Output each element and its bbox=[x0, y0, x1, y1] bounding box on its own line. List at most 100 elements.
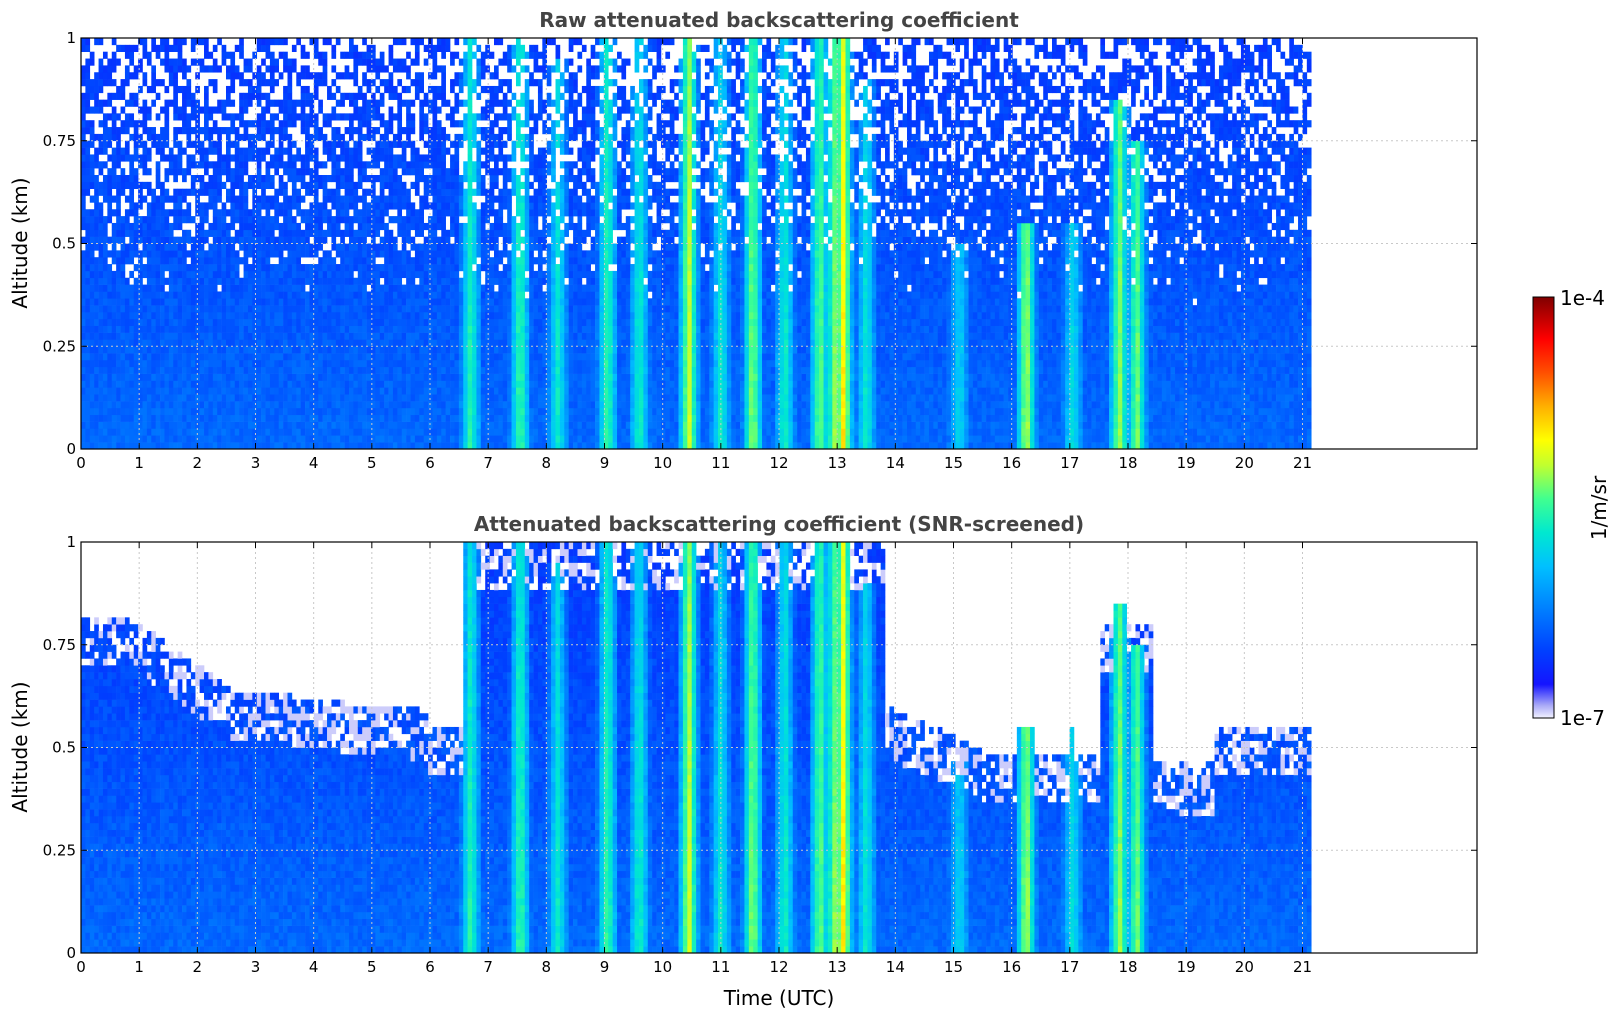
heatmap-cell bbox=[204, 229, 209, 237]
heatmap-cell bbox=[362, 216, 367, 224]
heatmap-cell bbox=[168, 284, 174, 292]
heatmap-cell bbox=[98, 264, 104, 272]
heatmap-cell bbox=[327, 250, 332, 258]
heatmap-cell bbox=[392, 161, 398, 169]
heatmap-cell bbox=[89, 229, 95, 237]
heatmap-cell bbox=[498, 113, 504, 121]
heatmap-cell bbox=[107, 250, 113, 258]
heatmap-cell bbox=[243, 407, 249, 416]
heatmap-cell bbox=[489, 291, 495, 299]
heatmap-cell bbox=[278, 222, 284, 231]
heatmap-cell bbox=[507, 270, 512, 279]
heatmap-cell bbox=[199, 298, 205, 306]
heatmap-cell bbox=[142, 298, 148, 306]
heatmap-cell bbox=[129, 44, 135, 52]
heatmap-cell bbox=[406, 168, 411, 176]
heatmap-cell bbox=[129, 366, 135, 374]
heatmap-cell bbox=[362, 305, 367, 313]
heatmap-cell bbox=[278, 421, 284, 429]
heatmap-cell bbox=[335, 188, 341, 196]
heatmap-cell bbox=[212, 65, 218, 73]
heatmap-cell bbox=[353, 401, 359, 409]
heatmap-cell bbox=[102, 175, 108, 183]
heatmap-cell bbox=[274, 332, 280, 340]
heatmap-cell bbox=[353, 229, 359, 237]
heatmap-cell bbox=[111, 38, 117, 46]
heatmap-cell bbox=[133, 229, 139, 237]
heatmap-cell bbox=[327, 85, 332, 94]
heatmap-cell bbox=[309, 181, 315, 189]
heatmap-cell bbox=[146, 85, 152, 94]
heatmap-cell bbox=[392, 236, 398, 244]
heatmap-cell bbox=[370, 229, 376, 237]
heatmap-cell bbox=[507, 51, 512, 59]
heatmap-cell bbox=[414, 353, 420, 361]
heatmap-cell bbox=[432, 373, 438, 381]
heatmap-cell bbox=[120, 229, 126, 237]
heatmap-cell bbox=[357, 120, 363, 128]
heatmap-cell bbox=[199, 401, 205, 409]
heatmap-cell bbox=[199, 346, 205, 354]
heatmap-cell bbox=[494, 312, 499, 320]
heatmap-cell bbox=[397, 353, 403, 361]
heatmap-cell bbox=[195, 318, 200, 326]
heatmap-cell bbox=[230, 250, 236, 258]
heatmap-cell bbox=[177, 154, 183, 162]
heatmap-cell bbox=[283, 209, 288, 217]
heatmap-cell bbox=[278, 305, 284, 313]
heatmap-cell bbox=[370, 257, 376, 265]
heatmap-cell bbox=[269, 401, 275, 409]
heatmap-cell bbox=[300, 264, 306, 272]
heatmap-cell bbox=[129, 318, 135, 326]
heatmap-cell bbox=[182, 264, 187, 272]
heatmap-cell bbox=[204, 106, 209, 114]
heatmap-cell bbox=[195, 188, 200, 196]
heatmap-cell bbox=[331, 291, 337, 299]
heatmap-cell bbox=[208, 346, 214, 354]
heatmap-cell bbox=[392, 407, 398, 416]
heatmap-cell bbox=[287, 168, 293, 176]
heatmap-cell bbox=[230, 257, 236, 265]
heatmap-cell bbox=[151, 127, 156, 135]
heatmap-cell bbox=[107, 65, 113, 73]
heatmap-cell bbox=[199, 202, 205, 210]
heatmap-cell bbox=[291, 181, 297, 189]
heatmap-cell bbox=[375, 366, 381, 374]
heatmap-cell bbox=[124, 353, 130, 361]
heatmap-cell bbox=[204, 435, 209, 443]
heatmap-cell bbox=[287, 366, 293, 374]
heatmap-cell bbox=[182, 99, 187, 107]
heatmap-cell bbox=[261, 44, 266, 52]
heatmap-cell bbox=[212, 318, 218, 326]
heatmap-cell bbox=[81, 161, 86, 169]
heatmap-cell bbox=[476, 65, 482, 73]
heatmap-cell bbox=[160, 346, 165, 354]
heatmap-cell bbox=[414, 92, 420, 100]
heatmap-cell bbox=[414, 168, 420, 176]
heatmap-cell bbox=[146, 264, 152, 272]
heatmap-cell bbox=[423, 298, 429, 306]
heatmap-cell bbox=[502, 414, 508, 422]
heatmap-cell bbox=[423, 127, 429, 135]
heatmap-cell bbox=[313, 175, 319, 183]
heatmap-cell bbox=[384, 387, 389, 395]
heatmap-cell bbox=[344, 407, 350, 416]
heatmap-cell bbox=[370, 318, 376, 326]
heatmap-cell bbox=[204, 250, 209, 258]
heatmap-cell bbox=[494, 359, 499, 368]
heatmap-cell bbox=[98, 394, 104, 402]
heatmap-cell bbox=[436, 154, 442, 162]
heatmap-cell bbox=[186, 407, 192, 416]
heatmap-cell bbox=[261, 442, 266, 449]
heatmap-cell bbox=[410, 332, 416, 340]
heatmap-cell bbox=[182, 421, 187, 429]
heatmap-cell bbox=[243, 161, 249, 169]
heatmap-cell bbox=[458, 298, 464, 306]
heatmap-cell bbox=[379, 188, 385, 196]
heatmap-cell bbox=[511, 277, 517, 285]
heatmap-cell bbox=[489, 209, 495, 217]
heatmap-cell bbox=[511, 366, 517, 374]
heatmap-cell bbox=[406, 133, 411, 142]
heatmap-cell bbox=[283, 373, 288, 381]
heatmap-cell bbox=[261, 188, 266, 196]
